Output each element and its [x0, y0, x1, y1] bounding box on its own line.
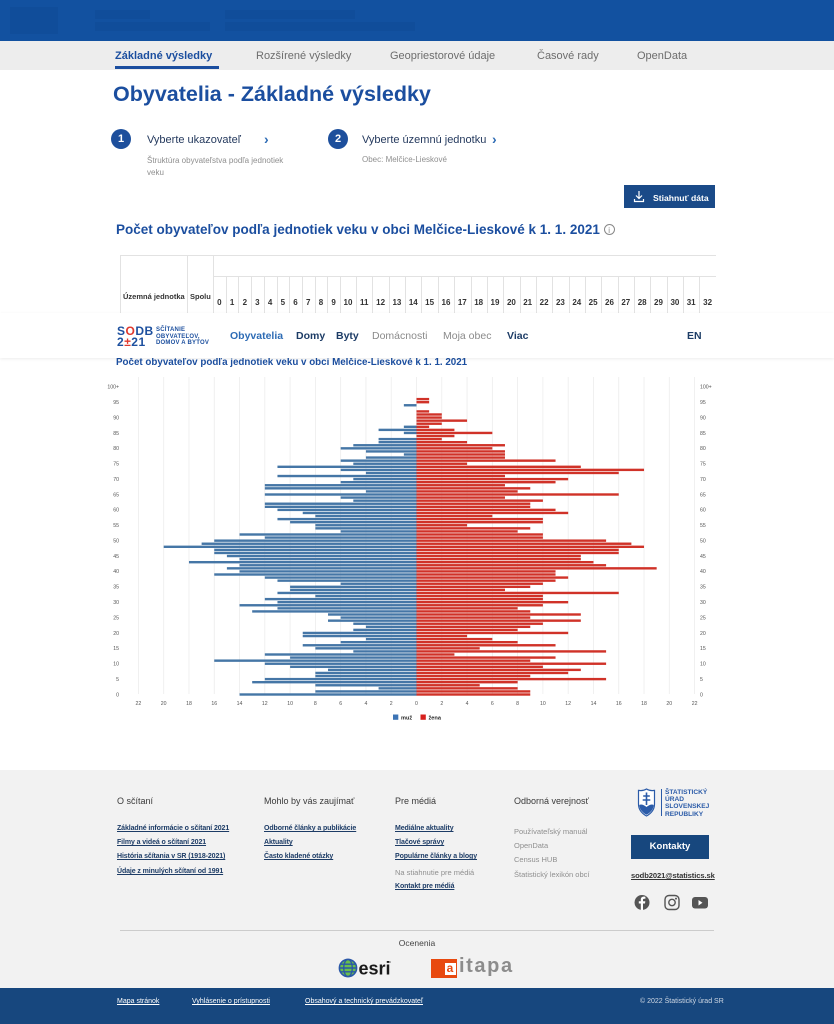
svg-text:18: 18: [186, 701, 192, 707]
svg-text:2: 2: [440, 701, 443, 707]
svg-text:20: 20: [700, 631, 706, 637]
svg-text:40: 40: [700, 569, 706, 575]
svg-text:20: 20: [161, 701, 167, 707]
svg-text:10: 10: [540, 701, 546, 707]
svg-text:30: 30: [113, 600, 119, 606]
svg-text:75: 75: [700, 462, 706, 468]
svg-text:65: 65: [700, 492, 706, 498]
svg-text:8: 8: [314, 701, 317, 707]
svg-text:60: 60: [700, 508, 706, 514]
svg-text:10: 10: [700, 662, 706, 668]
svg-text:10: 10: [287, 701, 293, 707]
svg-text:8: 8: [516, 701, 519, 707]
svg-text:25: 25: [113, 615, 119, 621]
svg-text:55: 55: [700, 523, 706, 529]
svg-text:65: 65: [113, 492, 119, 498]
svg-text:40: 40: [113, 569, 119, 575]
svg-text:50: 50: [700, 538, 706, 544]
svg-text:0: 0: [700, 692, 703, 698]
svg-text:100+: 100+: [700, 385, 712, 391]
svg-text:22: 22: [692, 701, 698, 707]
svg-text:25: 25: [700, 615, 706, 621]
svg-text:95: 95: [700, 400, 706, 406]
svg-text:20: 20: [666, 701, 672, 707]
svg-text:35: 35: [700, 585, 706, 591]
svg-text:75: 75: [113, 462, 119, 468]
svg-text:70: 70: [700, 477, 706, 483]
svg-text:12: 12: [565, 701, 571, 707]
svg-text:6: 6: [491, 701, 494, 707]
svg-text:14: 14: [591, 701, 597, 707]
svg-text:20: 20: [113, 631, 119, 637]
svg-text:90: 90: [113, 415, 119, 421]
svg-text:18: 18: [641, 701, 647, 707]
svg-text:4: 4: [364, 701, 367, 707]
svg-text:55: 55: [113, 523, 119, 529]
svg-text:5: 5: [700, 677, 703, 683]
svg-text:0: 0: [415, 701, 418, 707]
svg-text:80: 80: [700, 446, 706, 452]
svg-text:70: 70: [113, 477, 119, 483]
svg-text:4: 4: [466, 701, 469, 707]
svg-text:60: 60: [113, 508, 119, 514]
svg-text:95: 95: [113, 400, 119, 406]
svg-text:žena: žena: [429, 716, 442, 722]
svg-text:muž: muž: [401, 716, 412, 722]
svg-text:22: 22: [136, 701, 142, 707]
svg-text:80: 80: [113, 446, 119, 452]
svg-text:50: 50: [113, 538, 119, 544]
svg-text:esri: esri: [359, 959, 391, 979]
svg-text:35: 35: [113, 585, 119, 591]
svg-text:15: 15: [113, 646, 119, 652]
svg-text:85: 85: [113, 431, 119, 437]
svg-text:14: 14: [237, 701, 243, 707]
svg-text:90: 90: [700, 415, 706, 421]
svg-text:12: 12: [262, 701, 268, 707]
svg-text:6: 6: [339, 701, 342, 707]
svg-text:30: 30: [700, 600, 706, 606]
svg-text:10: 10: [113, 662, 119, 668]
svg-text:100+: 100+: [107, 385, 119, 391]
svg-text:2: 2: [390, 701, 393, 707]
svg-text:15: 15: [700, 646, 706, 652]
svg-text:85: 85: [700, 431, 706, 437]
svg-text:45: 45: [700, 554, 706, 560]
svg-text:45: 45: [113, 554, 119, 560]
svg-text:0: 0: [116, 692, 119, 698]
svg-text:16: 16: [211, 701, 217, 707]
svg-text:5: 5: [116, 677, 119, 683]
svg-text:16: 16: [616, 701, 622, 707]
